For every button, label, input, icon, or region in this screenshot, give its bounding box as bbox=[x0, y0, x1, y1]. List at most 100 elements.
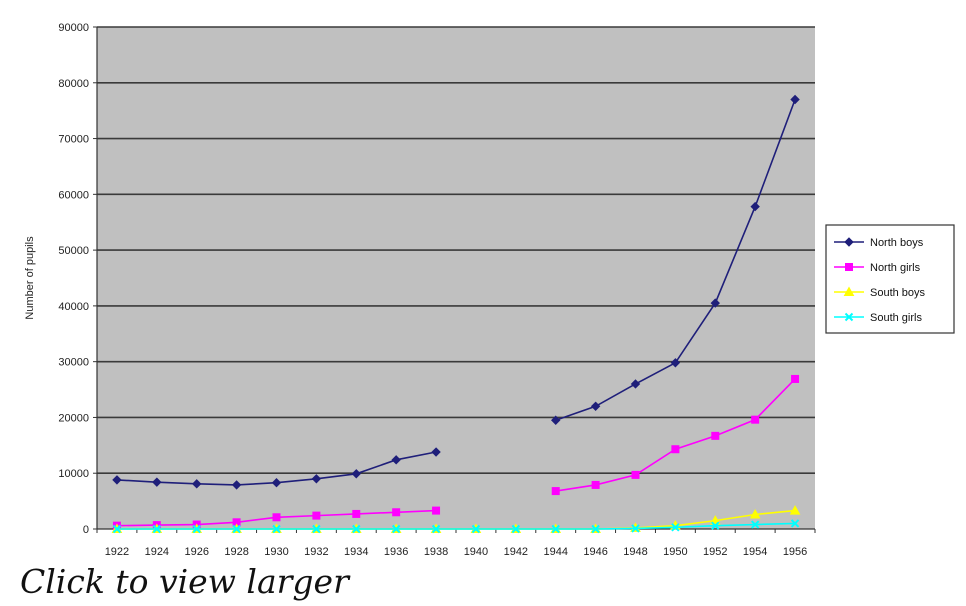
data-point bbox=[271, 477, 282, 488]
x-tick-label: 1956 bbox=[783, 546, 807, 558]
series-north-boys bbox=[112, 94, 800, 490]
legend-marker bbox=[844, 237, 854, 247]
y-tick-label: 60000 bbox=[58, 189, 89, 201]
data-point bbox=[152, 524, 162, 534]
data-point bbox=[710, 298, 720, 308]
data-point bbox=[630, 379, 641, 389]
series-line bbox=[116, 522, 796, 530]
y-tick-label: 90000 bbox=[58, 22, 89, 34]
y-axis-label: Number of pupils bbox=[24, 236, 36, 320]
data-point bbox=[352, 524, 361, 534]
x-tick-label: 1954 bbox=[743, 546, 767, 558]
legend-label: South boys bbox=[870, 287, 926, 299]
legend-item: North girls bbox=[834, 262, 921, 274]
data-point bbox=[671, 523, 680, 532]
data-point bbox=[551, 415, 561, 425]
data-point bbox=[192, 524, 201, 534]
data-point bbox=[112, 524, 122, 534]
y-tick-label: 50000 bbox=[58, 245, 89, 257]
data-point bbox=[312, 524, 321, 534]
legend-item: South boys bbox=[834, 286, 926, 299]
x-tick-label: 1944 bbox=[543, 546, 567, 558]
data-point bbox=[551, 524, 560, 534]
x-tick-label: 1942 bbox=[504, 546, 528, 558]
series-north-girls bbox=[112, 374, 800, 530]
data-point bbox=[631, 524, 640, 533]
legend: North boys North girls South boys South gir… bbox=[825, 224, 955, 334]
x-tick-label: 1930 bbox=[264, 546, 288, 558]
data-point bbox=[750, 201, 760, 212]
legend-marker bbox=[844, 312, 854, 322]
data-point bbox=[670, 358, 681, 368]
data-point bbox=[351, 469, 361, 479]
data-point bbox=[471, 524, 481, 534]
data-point bbox=[112, 475, 122, 485]
data-point bbox=[511, 524, 521, 534]
data-point bbox=[590, 401, 601, 411]
data-point bbox=[152, 477, 162, 487]
x-tick-label: 1952 bbox=[703, 546, 727, 558]
x-tick-label: 1934 bbox=[344, 546, 368, 558]
data-point bbox=[790, 94, 800, 105]
legend-item: North boys bbox=[834, 237, 924, 249]
data-point bbox=[231, 480, 242, 490]
x-tick-label: 1926 bbox=[184, 546, 208, 558]
data-point bbox=[551, 487, 560, 496]
y-tick-label: 80000 bbox=[58, 78, 89, 90]
plot-area bbox=[97, 27, 815, 529]
x-tick-label: 1938 bbox=[424, 546, 448, 558]
x-tick-label: 1948 bbox=[623, 546, 647, 558]
legend-item: South girls bbox=[834, 312, 922, 324]
legend-label: South girls bbox=[870, 312, 922, 324]
data-point bbox=[352, 509, 361, 518]
data-point bbox=[749, 508, 761, 519]
data-point bbox=[392, 508, 401, 517]
data-point bbox=[631, 470, 640, 479]
y-tick-label: 40000 bbox=[58, 301, 89, 313]
x-tick-label: 1950 bbox=[663, 546, 687, 558]
series-lines bbox=[111, 94, 801, 534]
y-tick-label: 30000 bbox=[58, 357, 89, 369]
x-tick-label: 1928 bbox=[224, 546, 248, 558]
data-point bbox=[272, 513, 281, 522]
x-tick-label: 1932 bbox=[304, 546, 328, 558]
data-point bbox=[671, 445, 680, 454]
data-point bbox=[311, 474, 322, 484]
x-tick-label: 1936 bbox=[384, 546, 408, 558]
data-point bbox=[391, 524, 401, 534]
gridlines bbox=[97, 26, 815, 475]
data-point bbox=[791, 374, 800, 383]
data-point bbox=[591, 480, 600, 489]
y-tick-label: 20000 bbox=[58, 412, 89, 424]
data-point bbox=[272, 524, 281, 534]
data-point bbox=[751, 415, 760, 424]
x-tick-label: 1946 bbox=[583, 546, 607, 558]
x-tick-label: 1922 bbox=[105, 546, 129, 558]
y-tick-label: 0 bbox=[83, 524, 89, 536]
data-point bbox=[790, 519, 800, 528]
y-tick-labels: 0 10000 20000 30000 40000 50000 60000 70000 8000… bbox=[58, 22, 89, 536]
series-south-girls bbox=[112, 519, 800, 534]
legend-label: North girls bbox=[870, 262, 921, 274]
x-tick-label: 1924 bbox=[145, 546, 169, 558]
x-tick-label: 1940 bbox=[464, 546, 488, 558]
data-point bbox=[431, 524, 441, 534]
line-chart: 0 10000 20000 30000 40000 50000 60000 70000 8000… bbox=[24, 22, 955, 558]
x-tick-labels: 1922 1924 1926 1928 1930 1932 1934 1936 1938 1940… bbox=[105, 546, 808, 558]
data-point bbox=[431, 447, 441, 457]
legend-marker bbox=[845, 263, 853, 271]
legend-marker bbox=[843, 286, 855, 296]
data-point bbox=[711, 521, 720, 530]
legend-label: North boys bbox=[870, 237, 924, 249]
y-tick-label: 10000 bbox=[58, 468, 89, 480]
data-point bbox=[750, 520, 760, 529]
data-point bbox=[192, 479, 202, 489]
data-point bbox=[432, 506, 441, 515]
data-point bbox=[312, 511, 321, 520]
data-point bbox=[391, 455, 401, 465]
y-tick-label: 70000 bbox=[58, 134, 89, 146]
view-larger-link[interactable]: Click to view larger bbox=[20, 562, 349, 601]
data-point bbox=[232, 524, 241, 534]
data-point bbox=[789, 505, 801, 515]
data-point bbox=[591, 524, 600, 534]
